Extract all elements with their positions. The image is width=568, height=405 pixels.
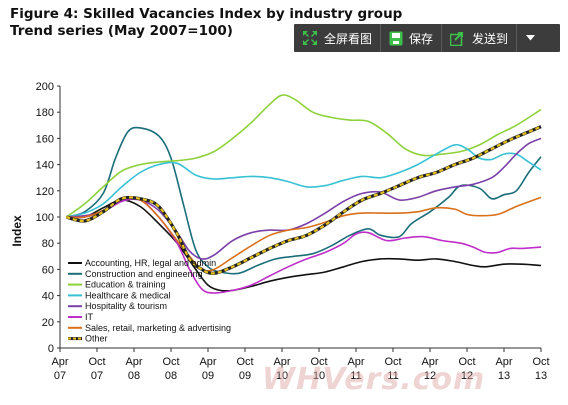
y-tick-label: 120 bbox=[36, 186, 54, 198]
x-tick-label-month: Apr bbox=[199, 356, 216, 368]
y-tick-label: 60 bbox=[42, 264, 54, 276]
legend-entry: Healthcare & medical bbox=[85, 290, 171, 300]
legend-entry: IT bbox=[85, 312, 94, 322]
legend-entry: Sales, retail, marketing & advertising bbox=[85, 323, 231, 333]
toolbar-divider bbox=[441, 24, 443, 52]
image-toolbar: 全屏看图 保存 发送到 bbox=[294, 24, 560, 52]
x-tick-label-month: Apr bbox=[273, 356, 290, 368]
x-tick-label-month: Apr bbox=[347, 356, 364, 368]
x-tick-label-year: 10 bbox=[276, 370, 288, 382]
y-tick-label: 0 bbox=[48, 343, 54, 355]
x-tick-label-year: 12 bbox=[424, 370, 436, 382]
y-tick-label: 20 bbox=[42, 317, 54, 329]
send-to-dropdown-button[interactable] bbox=[517, 24, 550, 52]
x-tick-label-year: 11 bbox=[350, 370, 361, 382]
x-tick-label-year: 12 bbox=[461, 370, 473, 382]
x-tick-label-month: Apr bbox=[421, 356, 438, 368]
y-tick-label: 200 bbox=[36, 81, 54, 93]
x-tick-label-year: 07 bbox=[91, 370, 103, 382]
x-tick-label-year: 09 bbox=[239, 370, 251, 382]
series-line-accounting-hr-legal-and-admin bbox=[66, 199, 542, 292]
fullscreen-icon bbox=[303, 31, 317, 45]
save-icon bbox=[389, 31, 403, 45]
legend-entry: Accounting, HR, legal and admin bbox=[85, 258, 216, 268]
x-tick-label-month: Oct bbox=[88, 356, 105, 368]
x-tick-label-year: 07 bbox=[54, 370, 66, 382]
toolbar-divider bbox=[380, 24, 382, 52]
x-tick-label-year: 13 bbox=[535, 370, 547, 382]
series-line-education-training bbox=[65, 94, 542, 218]
save-label: 保存 bbox=[409, 31, 434, 46]
x-tick-label-month: Oct bbox=[162, 356, 179, 368]
x-tick-label-year: 11 bbox=[387, 370, 398, 382]
legend-entry: Other bbox=[85, 334, 108, 344]
chart-title-block: Figure 4: Skilled Vacancies Index by ind… bbox=[10, 6, 402, 40]
x-tick-label-month: Oct bbox=[458, 356, 475, 368]
x-tick-label-month: Apr bbox=[51, 356, 68, 368]
chevron-down-icon bbox=[526, 35, 536, 41]
series-line-sales-retail-marketing-advertising bbox=[66, 196, 542, 272]
chart-title: Figure 4: Skilled Vacancies Index by ind… bbox=[10, 6, 403, 22]
y-tick-label: 40 bbox=[42, 291, 54, 303]
legend-entry: Hospitality & tourism bbox=[85, 301, 167, 311]
fullscreen-label: 全屏看图 bbox=[324, 31, 373, 46]
y-tick-label: 140 bbox=[36, 160, 54, 172]
legend-entry: Construction and engineering bbox=[85, 269, 203, 279]
x-tick-label-month: Oct bbox=[384, 356, 401, 368]
x-tick-label-month: Oct bbox=[532, 356, 549, 368]
x-tick-label-year: 09 bbox=[202, 370, 214, 382]
x-tick-label-year: 08 bbox=[128, 370, 140, 382]
series-line-construction-and-engineering bbox=[65, 126, 542, 275]
x-tick-label-year: 13 bbox=[498, 370, 510, 382]
fullscreen-button[interactable]: 全屏看图 bbox=[294, 24, 380, 52]
series-line-other bbox=[65, 125, 542, 275]
x-tick-label-year: 10 bbox=[313, 370, 325, 382]
y-axis-label: Index bbox=[10, 215, 24, 247]
series-line-healthcare-medical bbox=[66, 143, 542, 218]
x-tick-label-month: Oct bbox=[310, 356, 327, 368]
y-tick-label: 80 bbox=[42, 238, 54, 250]
y-tick-label: 160 bbox=[36, 133, 54, 145]
x-tick-label-month: Apr bbox=[495, 356, 512, 368]
x-tick-label-year: 08 bbox=[165, 370, 177, 382]
toolbar-divider bbox=[516, 24, 518, 52]
series-line-hospitality-tourism bbox=[66, 137, 542, 260]
share-icon bbox=[450, 31, 464, 46]
save-button[interactable]: 保存 bbox=[381, 24, 441, 52]
x-tick-label-month: Oct bbox=[236, 356, 253, 368]
legend-entry: Education & training bbox=[85, 280, 166, 290]
send-to-button[interactable]: 发送到 bbox=[442, 24, 516, 52]
watermark: WHVers.com bbox=[262, 362, 486, 397]
x-tick-label-month: Apr bbox=[125, 356, 142, 368]
send-to-label: 发送到 bbox=[472, 31, 509, 46]
y-tick-label: 100 bbox=[36, 212, 54, 224]
chart-subtitle: Trend series (May 2007=100) bbox=[10, 23, 233, 39]
y-tick-label: 180 bbox=[36, 107, 54, 119]
